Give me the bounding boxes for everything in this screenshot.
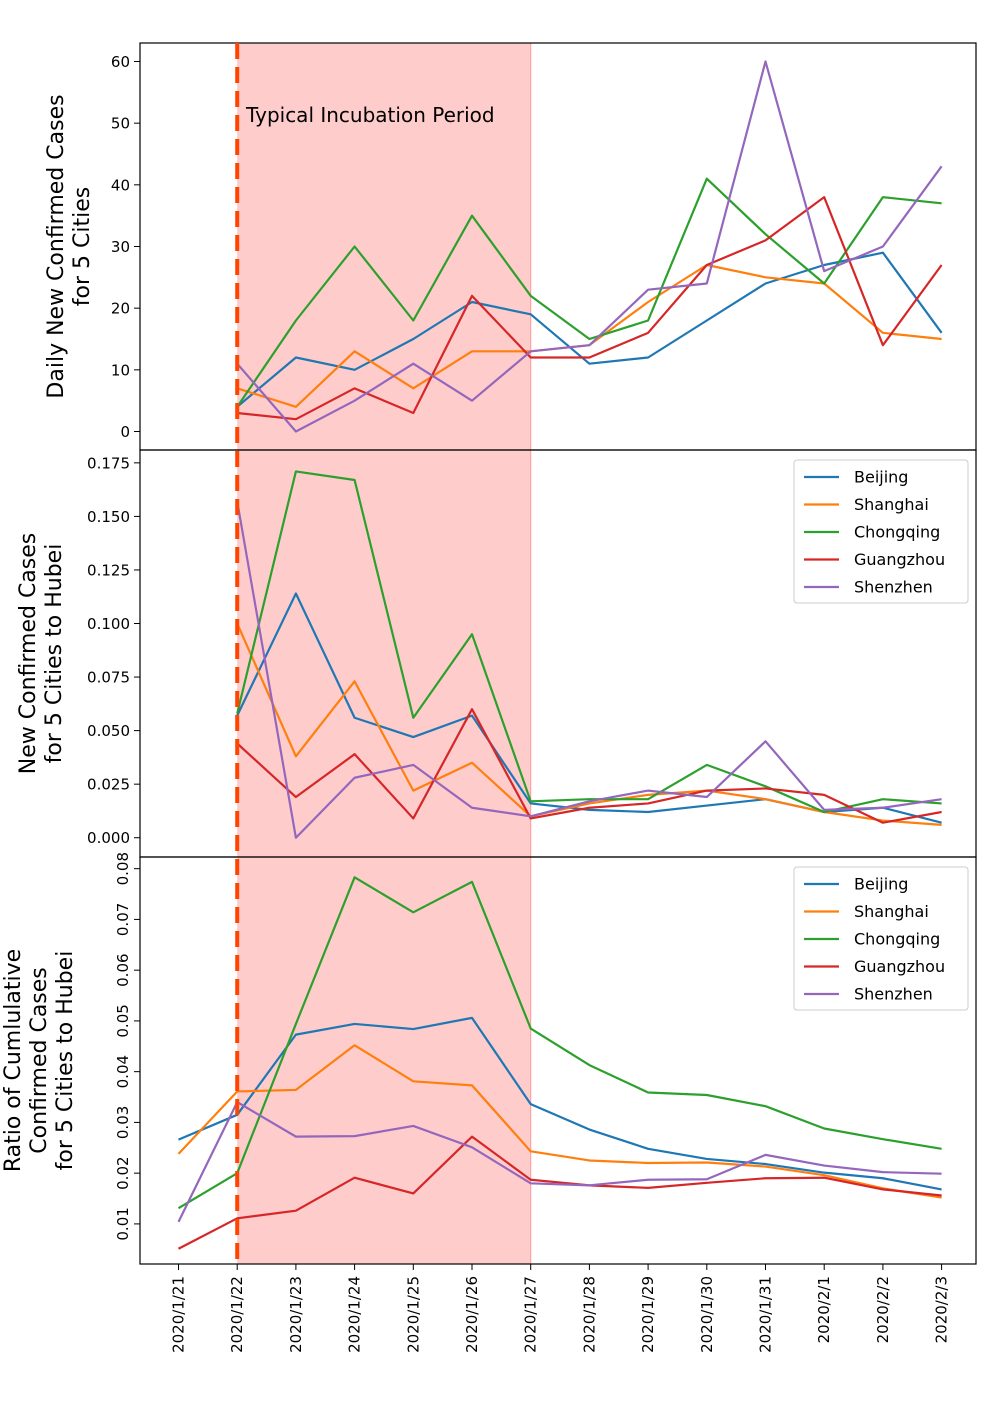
y-axis-label-1: for 5 Cities [70,187,95,306]
y-tick-label-1: 10 [111,361,130,379]
legend-box-3 [793,866,969,1011]
incubation-period-label: Typical Incubation Period [245,103,495,127]
y-tick-label-2: 0.000 [87,829,130,847]
x-tick-label: 2020/1/21 [170,1276,188,1353]
legend-label-guangzhou: Guangzhou [854,550,945,569]
series-line-shanghai-3 [177,1044,942,1199]
series-line-chongqing-1 [236,177,942,408]
y-tick-label-3: 0.05 [114,1004,132,1037]
y-axis-label-1: Daily New Confirmed Cases [44,94,69,398]
legend-label-shenzhen: Shenzhen [854,578,933,597]
legend-layer: Beijing Shanghai Chongqing Guangzhou Shenzhe… [793,459,969,1011]
y-tick-label-2: 0.075 [87,669,130,687]
series-line-shenzhen-2 [236,501,942,839]
y-tick-label-1: 50 [111,115,130,133]
x-tick-label: 2020/2/3 [933,1276,951,1343]
legend-label-beijing: Beijing [854,875,908,894]
y-tick-label-3: 0.06 [114,953,132,986]
incubation-shade [237,43,531,1264]
legend-box-2 [793,459,969,604]
x-tick-label: 2020/1/22 [228,1276,246,1353]
y-tick-label-3: 0.08 [114,852,132,885]
legend-label-chongqing: Chongqing [854,930,940,949]
legend-label-shanghai: Shanghai [854,902,929,921]
x-tick-label: 2020/1/27 [522,1276,540,1353]
y-tick-label-1: 0 [120,423,130,441]
y-axis-label-2: for 5 Cities to Hubei [42,544,67,764]
y-axis-label-3: Ratio of Cumlulative [1,949,26,1172]
incubation-shade-layer [237,43,532,1264]
x-tick-label: 2020/2/2 [874,1276,892,1343]
y-axis-label-3: Confirmed Cases [27,967,52,1154]
y-tick-label-1: 60 [111,53,130,71]
y-axis-label-3: for 5 Cities to Hubei [53,951,78,1171]
x-tick-label: 2020/1/31 [757,1276,775,1353]
legend-label-beijing: Beijing [854,468,908,487]
series-line-beijing-1 [236,251,943,408]
y-tick-label-1: 40 [111,176,130,194]
x-tick-label: 2020/1/29 [639,1276,657,1353]
series-line-beijing-3 [178,1016,942,1191]
series-line-guangzhou-1 [237,196,943,421]
legend-label-shenzhen: Shenzhen [854,985,933,1004]
series-line-chongqing-2 [236,470,942,814]
x-tick-label: 2020/1/30 [698,1276,716,1353]
label-layer: Typical Incubation Period Daily New Conf… [1,94,495,1172]
y-tick-label-2: 0.025 [87,776,130,794]
y-tick-label-1: 20 [111,300,130,318]
series-line-shenzhen-3 [177,1101,942,1223]
x-tick-label: 2020/2/1 [815,1276,833,1343]
y-tick-label-3: 0.04 [114,1055,132,1088]
tick-layer: 0 10 20 30 40 50 60 0.000 0.025 0.050 0.075 0.100 0.… [87,53,951,1353]
legend-label-shanghai: Shanghai [854,495,929,514]
y-tick-label-1: 30 [111,238,130,256]
axes-frame-3 [139,856,977,1265]
y-tick-label-2: 0.050 [87,722,130,740]
series-line-chongqing-3 [177,876,942,1210]
series-layer [177,60,943,1250]
y-tick-label-2: 0.100 [87,615,130,633]
x-tick-label: 2020/1/23 [287,1276,305,1353]
series-line-shenzhen-1 [236,60,943,433]
x-tick-label: 2020/1/28 [580,1276,598,1353]
x-tick-label: 2020/1/24 [346,1276,364,1353]
legend-label-chongqing: Chongqing [854,523,940,542]
y-tick-label-3: 0.07 [114,903,132,936]
y-tick-label-2: 0.150 [87,508,130,526]
y-tick-label-2: 0.125 [87,561,130,579]
series-line-guangzhou-2 [236,708,942,824]
x-tick-label: 2020/1/25 [404,1276,422,1353]
series-line-guangzhou-3 [177,1135,942,1250]
legend-label-guangzhou: Guangzhou [854,957,945,976]
y-tick-label-3: 0.03 [114,1106,132,1139]
y-tick-label-3: 0.02 [114,1156,132,1189]
y-axis-label-2: New Confirmed Cases [16,533,41,774]
y-tick-label-3: 0.01 [114,1207,132,1240]
x-tick-label: 2020/1/26 [463,1276,481,1353]
y-tick-label-2: 0.175 [87,454,130,472]
